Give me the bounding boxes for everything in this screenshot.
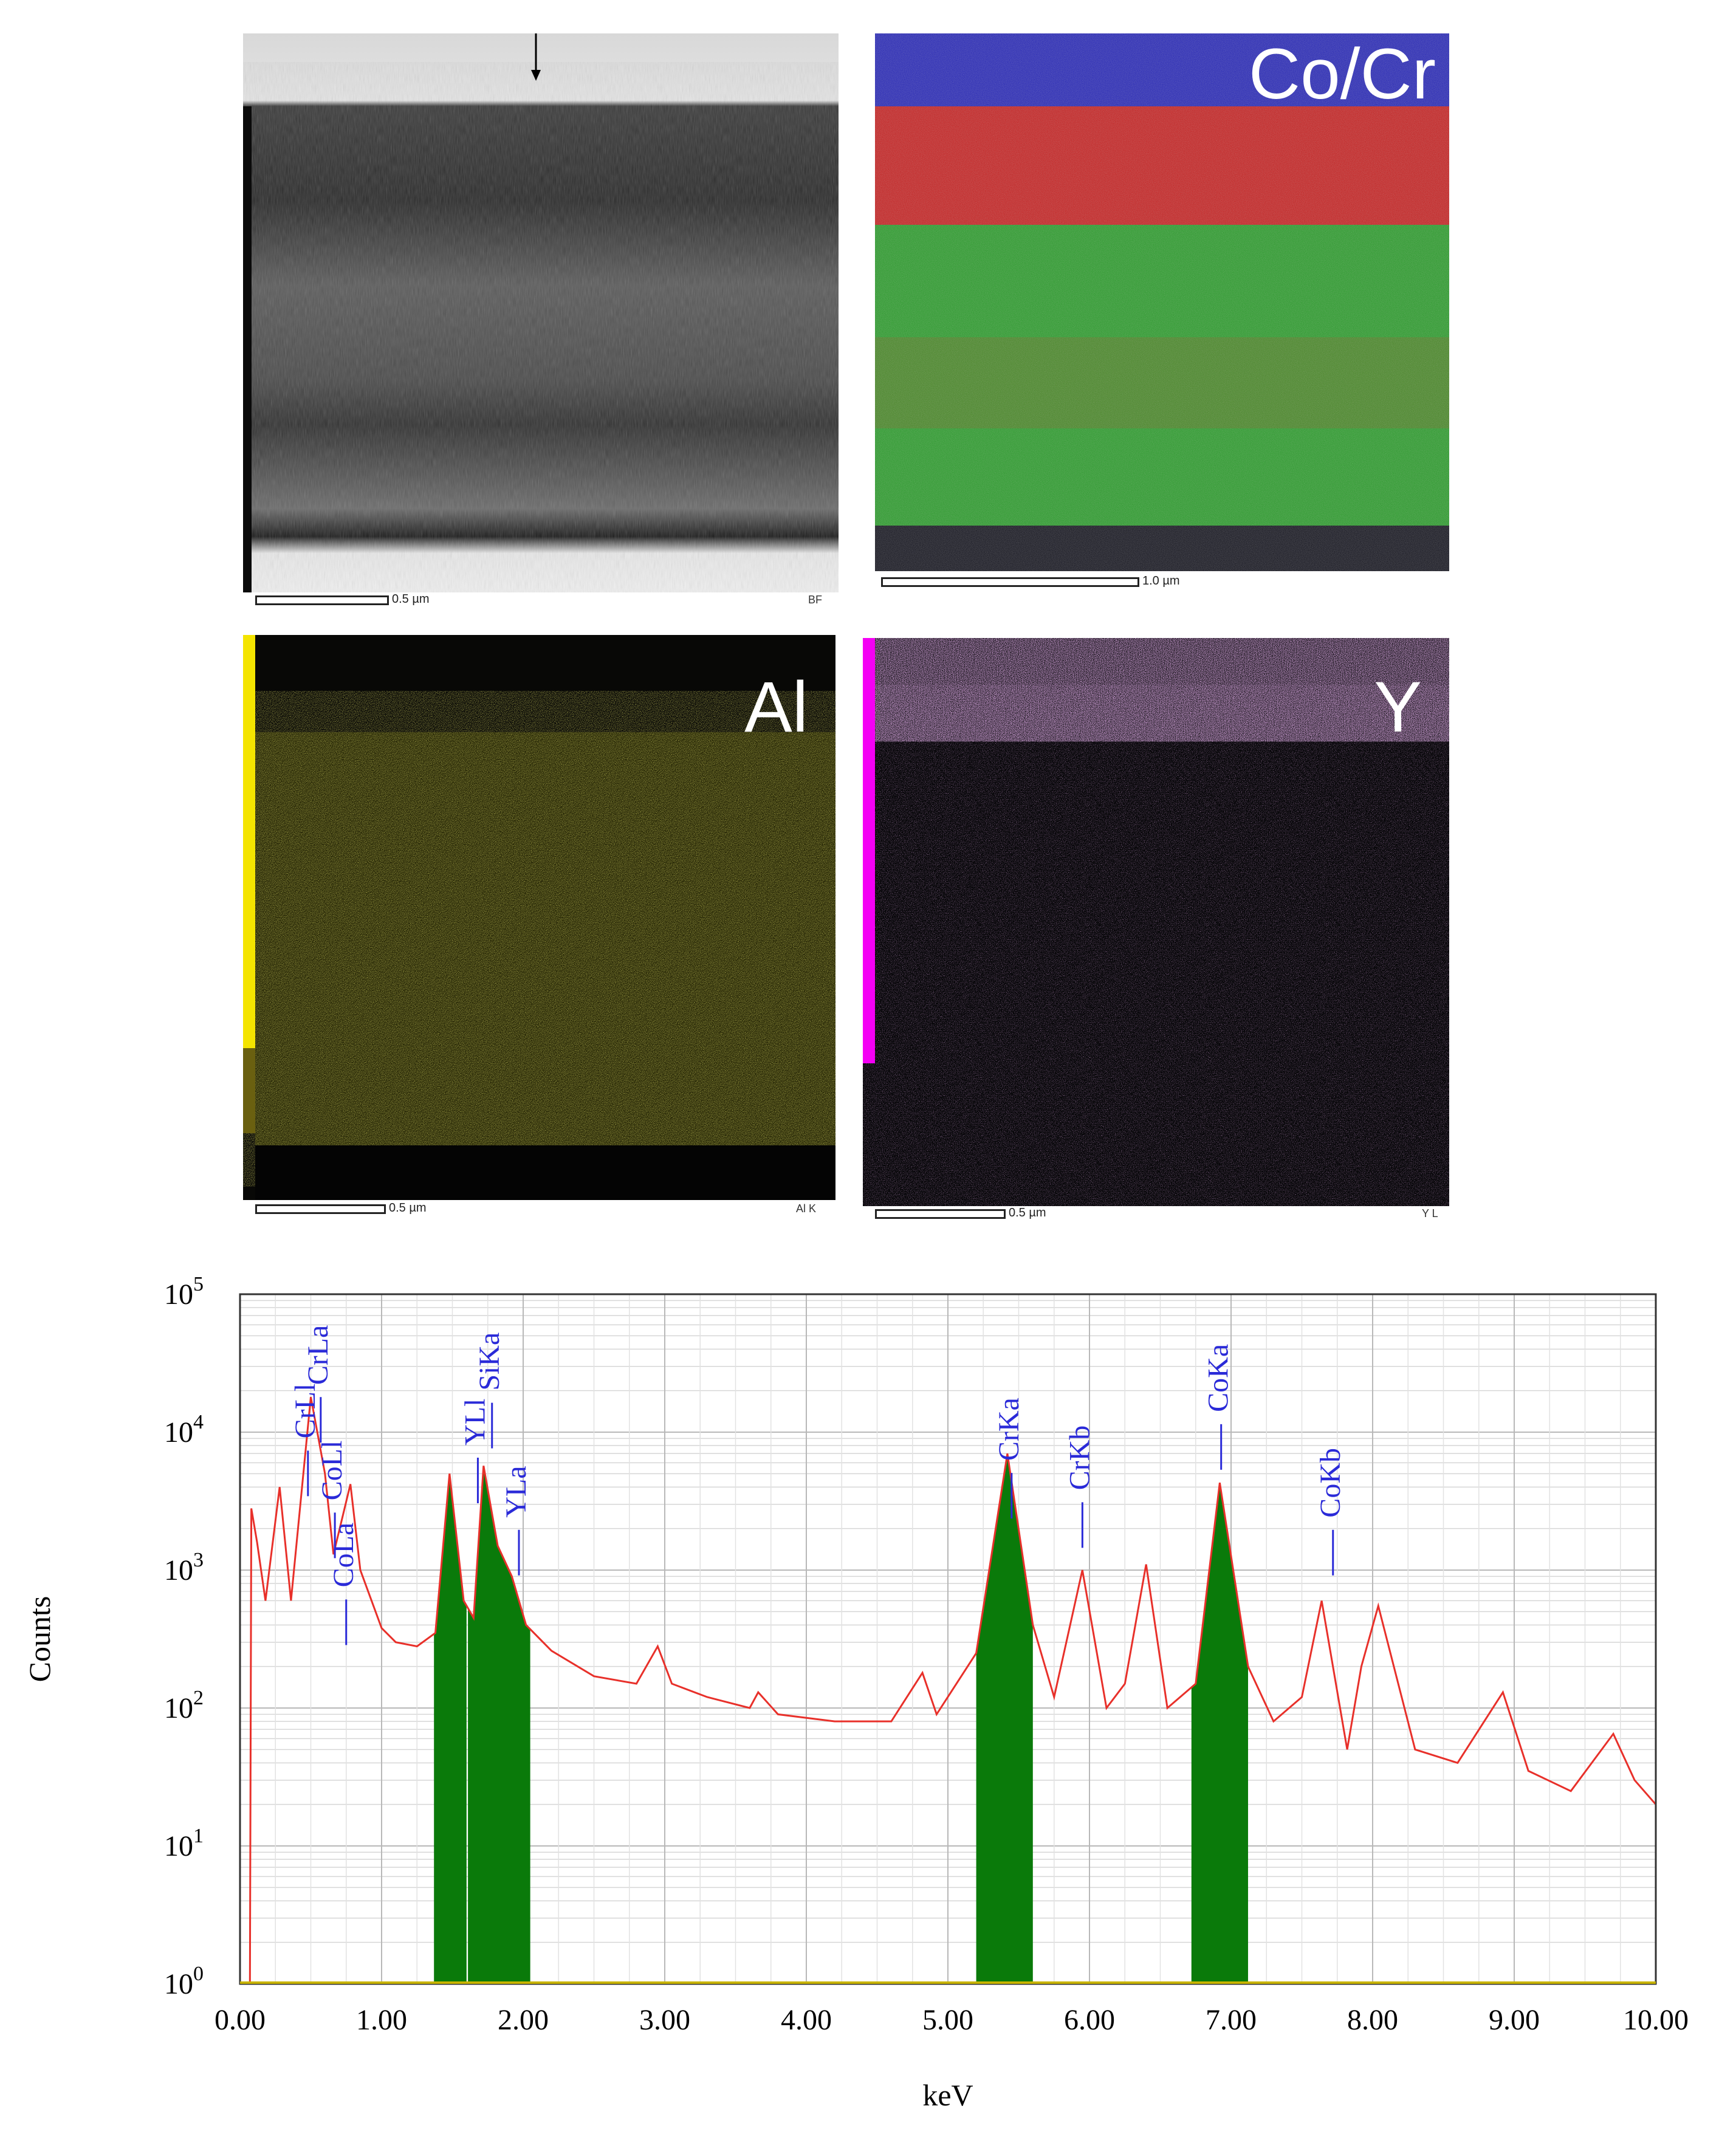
arrow-down-icon xyxy=(531,33,541,81)
peak-label-yll: YLl xyxy=(459,1399,491,1446)
y-corner-text: Y L xyxy=(1422,1207,1438,1219)
peak-fills xyxy=(434,1453,1248,1984)
x-tick-label: 10.00 xyxy=(1623,2004,1689,2036)
peak-label-cola: CoLa xyxy=(328,1523,360,1588)
y-tick-label: 104 xyxy=(164,1411,204,1449)
x-tick-label: 1.00 xyxy=(356,2004,407,2036)
bf-micrograph xyxy=(243,33,839,592)
y-tick-label: 101 xyxy=(164,1825,204,1862)
filled-peak-3 xyxy=(1191,1483,1248,1984)
peak-label-crka: CrKa xyxy=(993,1398,1025,1461)
y-scalebar xyxy=(875,1209,1006,1219)
peak-label-crll: CrLl xyxy=(289,1384,321,1439)
cocr-scalebar xyxy=(881,577,1139,587)
y-label: Y xyxy=(1374,667,1422,747)
bf-scalebar xyxy=(255,595,389,605)
peak-markers xyxy=(307,1397,1334,1645)
al-corner-text: Al K xyxy=(796,1202,817,1215)
peak-label-yla: YLa xyxy=(500,1466,532,1517)
cocr-label: Co/Cr xyxy=(1248,34,1436,114)
y-axis-label: Counts xyxy=(22,1596,57,1682)
peak-label-cokb: CoKb xyxy=(1314,1448,1347,1518)
y-tick-label: 100 xyxy=(164,1963,204,2000)
x-tick-label: 8.00 xyxy=(1347,2004,1398,2036)
y-map xyxy=(863,638,1449,1206)
peak-label-coll: CoLl xyxy=(316,1441,348,1501)
bf-micrograph-panel xyxy=(243,33,839,592)
y-tick-label: 105 xyxy=(164,1273,204,1311)
filled-peak-1 xyxy=(468,1466,530,1984)
x-tick-label: 5.00 xyxy=(922,2004,973,2036)
x-tick-label: 2.00 xyxy=(498,2004,549,2036)
bf-scale-text: 0.5 µm xyxy=(392,592,430,606)
peak-label-crkb: CrKb xyxy=(1063,1425,1096,1490)
al-scalebar xyxy=(255,1204,386,1214)
al-map xyxy=(243,635,835,1200)
x-tick-label: 4.00 xyxy=(781,2004,832,2036)
cocr-map-panel: Co/Cr xyxy=(875,33,1449,571)
filled-peak-0 xyxy=(434,1475,467,1984)
x-tick-label: 3.00 xyxy=(639,2004,690,2036)
x-tick-label: 0.00 xyxy=(214,2004,266,2036)
peak-label-coka: CoKa xyxy=(1203,1344,1235,1412)
al-map-panel: Al xyxy=(243,635,835,1200)
x-tick-label: 6.00 xyxy=(1064,2004,1115,2036)
spectrum-line xyxy=(249,1396,1657,1984)
axis-ticks: 0.00 1.00 2.00 3.00 4.00 5.00 6.00 7.00 8.00 9.00… xyxy=(164,1273,1689,2036)
peak-label-crla: CrLa xyxy=(302,1325,334,1385)
cocr-map xyxy=(875,33,1449,571)
al-scale-text: 0.5 µm xyxy=(389,1201,427,1215)
x-axis-label: keV xyxy=(922,2078,973,2112)
al-label: Al xyxy=(744,667,808,747)
bf-corner-text: BF xyxy=(808,594,823,606)
cocr-scale-text: 1.0 µm xyxy=(1142,574,1180,588)
filled-peak-2 xyxy=(976,1453,1033,1984)
y-tick-label: 103 xyxy=(164,1549,204,1586)
y-tick-label: 102 xyxy=(164,1687,204,1724)
y-map-panel: Y xyxy=(863,638,1449,1206)
y-scale-text: 0.5 µm xyxy=(1009,1206,1046,1219)
peak-label-sika: SiKa xyxy=(473,1333,506,1391)
x-tick-label: 7.00 xyxy=(1206,2004,1257,2036)
x-tick-label: 9.00 xyxy=(1489,2004,1540,2036)
